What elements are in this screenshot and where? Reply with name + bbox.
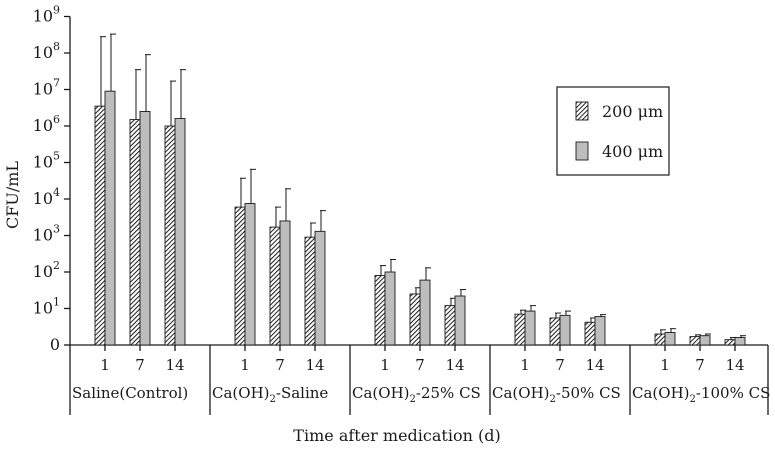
bar-400um [664, 332, 676, 346]
group-label: Ca(OH)2-50% CS [492, 384, 621, 405]
bar-200um [304, 236, 316, 346]
bar-400um [419, 279, 431, 346]
bar-400um [314, 230, 326, 346]
bar-400um [699, 335, 711, 346]
bar-400um [279, 220, 291, 346]
bar-400um [244, 203, 256, 346]
day-label: 7 [415, 356, 425, 374]
day-label: 14 [445, 356, 464, 374]
legend-box [556, 86, 670, 176]
bar-200um [514, 313, 526, 346]
day-label: 14 [725, 356, 744, 374]
legend-swatch-200um [575, 101, 589, 121]
y-axis-title: CFU/mL [3, 161, 22, 229]
x-axis-title: Time after medication (d) [293, 426, 500, 445]
y-tick-label: 105 [33, 150, 60, 172]
day-label: 1 [100, 356, 110, 374]
bar-200um [234, 206, 246, 346]
bar-200um [584, 321, 596, 346]
bar-200um [409, 293, 421, 346]
bar-400um [384, 271, 396, 346]
group-label: Ca(OH)2-25% CS [352, 384, 481, 405]
bar-200um [129, 119, 141, 346]
day-label: 14 [305, 356, 324, 374]
day-label: 7 [555, 356, 565, 374]
y-tick-label: 101 [33, 296, 60, 318]
group-label: Saline(Control) [72, 384, 188, 402]
bar-200um [549, 317, 561, 346]
y-tick-label: 0 [50, 335, 60, 354]
bar-400um [454, 295, 466, 346]
y-tick-label: 107 [33, 77, 60, 99]
day-label: 7 [695, 356, 705, 374]
bar-200um [164, 125, 176, 346]
group-label: Ca(OH)2-Saline [212, 384, 328, 405]
y-tick-label: 102 [33, 259, 60, 281]
y-tick-label: 109 [33, 4, 60, 26]
bar-200um [654, 333, 666, 346]
bar-400um [559, 314, 571, 346]
y-tick-label: 108 [33, 40, 60, 62]
bar-400um [104, 90, 116, 346]
y-tick-label: 103 [33, 223, 60, 245]
bar-200um [444, 305, 456, 346]
day-label: 1 [660, 356, 670, 374]
day-label: 14 [165, 356, 184, 374]
day-label: 7 [275, 356, 285, 374]
bar-400um [174, 118, 186, 346]
bar-200um [724, 339, 736, 346]
y-tick-label: 104 [33, 186, 60, 208]
day-label: 1 [240, 356, 250, 374]
bar-400um [734, 337, 746, 346]
day-label: 14 [585, 356, 604, 374]
legend-label-400um: 400 μm [602, 142, 663, 161]
legend-label-200um: 200 μm [602, 102, 663, 121]
bar-200um [374, 275, 386, 346]
bar-400um [594, 316, 606, 346]
bar-400um [524, 310, 536, 346]
bar-200um [94, 105, 106, 346]
bar-200um [689, 336, 701, 346]
group-label: Ca(OH)2-100% CS [632, 384, 770, 405]
legend-swatch-400um [575, 141, 589, 161]
day-label: 1 [520, 356, 530, 374]
bar-200um [269, 226, 281, 346]
day-label: 7 [135, 356, 145, 374]
day-label: 1 [380, 356, 390, 374]
bar-400um [139, 111, 151, 346]
y-tick-label: 106 [33, 113, 60, 135]
